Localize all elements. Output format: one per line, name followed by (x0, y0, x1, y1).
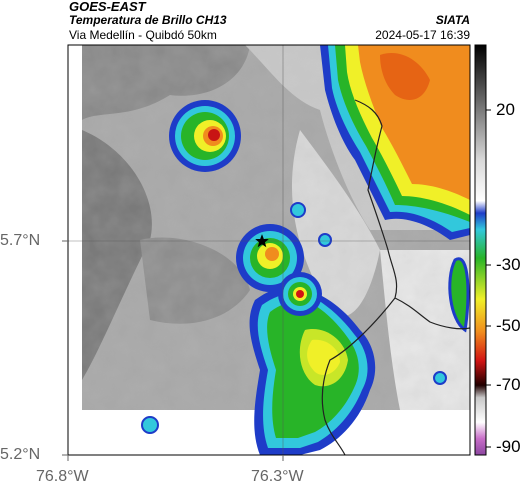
region-subtitle: Via Medellín - Quibdó 50km (69, 28, 217, 42)
colorbar-tick-minus90: -90 (496, 437, 521, 456)
satellite-image (68, 45, 470, 455)
colorbar-tick-minus70: -70 (496, 375, 521, 394)
lon-tick-76.8: 76.8°W (36, 468, 89, 485)
colorbar-tick-minus50: -50 (496, 316, 521, 335)
colorbar (474, 44, 491, 456)
colorbar-tick-20: 20 (496, 100, 515, 119)
datetime-label: 2024-05-17 16:39 (375, 28, 470, 42)
lon-tick-76.3: 76.3°W (251, 468, 304, 485)
lat-tick-5.2: 5.2°N (0, 446, 41, 463)
product-title: Temperatura de Brillo CH13 (69, 13, 227, 27)
satellite-title: GOES-EAST (69, 0, 146, 14)
colorbar-tick-minus30: -30 (496, 255, 521, 274)
lat-tick-5.7: 5.7°N (0, 232, 41, 249)
location-marker-icon (255, 234, 269, 248)
agency-label: SIATA (435, 13, 470, 27)
